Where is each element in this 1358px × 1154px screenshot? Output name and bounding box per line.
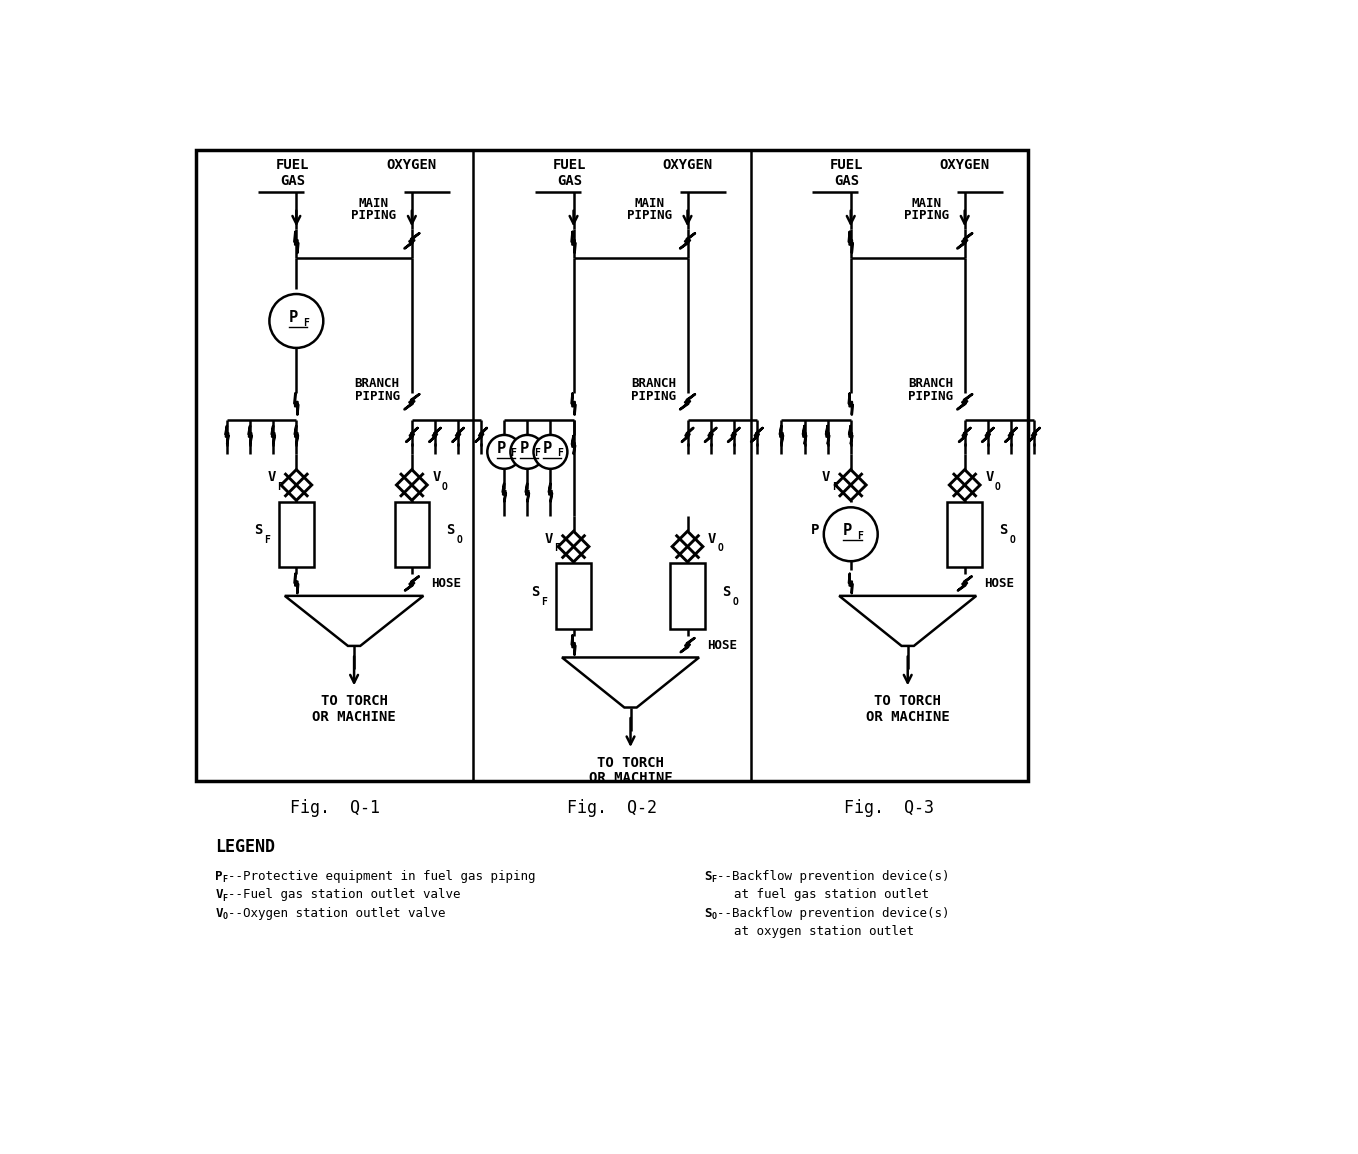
Text: P: P [811, 524, 819, 538]
Text: FUEL: FUEL [830, 158, 864, 172]
Text: S: S [722, 585, 731, 599]
Polygon shape [285, 595, 424, 646]
Text: F: F [223, 876, 227, 884]
Circle shape [511, 435, 545, 469]
Text: P: P [497, 441, 505, 456]
Text: PIPING: PIPING [354, 390, 399, 403]
Text: --Backflow prevention device(s): --Backflow prevention device(s) [717, 907, 949, 920]
Text: S: S [447, 524, 455, 538]
Text: --Fuel gas station outlet valve: --Fuel gas station outlet valve [228, 889, 460, 901]
Circle shape [488, 435, 521, 469]
Text: HOSE: HOSE [706, 638, 737, 652]
Circle shape [824, 508, 877, 561]
Text: Fig.  Q-3: Fig. Q-3 [845, 800, 934, 817]
Text: S: S [999, 524, 1008, 538]
Text: P: P [543, 441, 551, 456]
Text: F: F [534, 449, 539, 458]
Text: F: F [557, 449, 562, 458]
Text: O: O [732, 597, 739, 607]
Polygon shape [839, 595, 976, 646]
Text: O: O [1009, 535, 1016, 546]
Text: F: F [542, 597, 547, 607]
Text: GAS: GAS [280, 174, 306, 188]
Text: O: O [441, 481, 448, 492]
Text: OR MACHINE: OR MACHINE [588, 771, 672, 786]
Text: O: O [717, 544, 724, 553]
Text: at oxygen station outlet: at oxygen station outlet [705, 926, 914, 938]
Circle shape [534, 435, 568, 469]
Text: P: P [216, 870, 223, 883]
Text: V: V [432, 471, 441, 485]
Text: Fig.  Q-1: Fig. Q-1 [289, 800, 380, 817]
Text: Fig.  Q-2: Fig. Q-2 [568, 800, 657, 817]
Text: F: F [822, 535, 827, 546]
Text: P: P [520, 441, 528, 456]
Text: F: F [554, 544, 561, 553]
Bar [395, 502, 429, 567]
Text: TO TORCH: TO TORCH [598, 756, 664, 770]
Circle shape [269, 294, 323, 347]
Text: F: F [303, 317, 308, 328]
Text: LEGEND: LEGEND [216, 838, 276, 856]
Text: OR MACHINE: OR MACHINE [866, 710, 949, 724]
Text: MAIN: MAIN [359, 197, 388, 210]
Text: V: V [985, 471, 994, 485]
Text: --Oxygen station outlet valve: --Oxygen station outlet valve [228, 907, 445, 920]
Text: F: F [277, 481, 282, 492]
Text: OXYGEN: OXYGEN [663, 158, 713, 172]
Text: PIPING: PIPING [350, 209, 395, 222]
Text: F: F [265, 535, 270, 546]
Text: FUEL: FUEL [553, 158, 587, 172]
Text: PIPING: PIPING [904, 209, 949, 222]
Text: V: V [216, 889, 223, 901]
Text: --Backflow prevention device(s): --Backflow prevention device(s) [717, 870, 949, 883]
Text: S: S [254, 524, 262, 538]
Bar [278, 502, 314, 567]
Text: BRANCH: BRANCH [631, 377, 676, 390]
Bar [197, 150, 1028, 781]
Text: PIPING: PIPING [627, 209, 672, 222]
Text: HOSE: HOSE [430, 577, 462, 590]
Bar [557, 563, 591, 629]
Text: S: S [705, 870, 712, 883]
Text: PIPING: PIPING [909, 390, 953, 403]
Bar [948, 502, 982, 567]
Text: V: V [216, 907, 223, 920]
Text: --Protective equipment in fuel gas piping: --Protective equipment in fuel gas pipin… [228, 870, 535, 883]
Text: V: V [708, 532, 716, 546]
Text: MAIN: MAIN [634, 197, 665, 210]
Text: TO TORCH: TO TORCH [320, 695, 387, 709]
Text: O: O [712, 913, 717, 921]
Text: OR MACHINE: OR MACHINE [312, 710, 397, 724]
Text: V: V [268, 471, 276, 485]
Text: O: O [995, 481, 1001, 492]
Text: V: V [822, 471, 830, 485]
Text: O: O [456, 535, 463, 546]
Text: F: F [712, 876, 717, 884]
Text: OXYGEN: OXYGEN [387, 158, 437, 172]
Text: TO TORCH: TO TORCH [875, 695, 941, 709]
Bar [671, 563, 705, 629]
Text: O: O [223, 913, 227, 921]
Text: GAS: GAS [834, 174, 860, 188]
Text: MAIN: MAIN [913, 197, 942, 210]
Text: HOSE: HOSE [985, 577, 1014, 590]
Text: FUEL: FUEL [276, 158, 310, 172]
Text: V: V [545, 532, 553, 546]
Text: PIPING: PIPING [631, 390, 676, 403]
Text: BRANCH: BRANCH [354, 377, 399, 390]
Text: BRANCH: BRANCH [909, 377, 953, 390]
Polygon shape [562, 658, 699, 707]
Text: F: F [223, 894, 227, 902]
Text: at fuel gas station outlet: at fuel gas station outlet [705, 889, 929, 901]
Text: S: S [531, 585, 539, 599]
Text: F: F [511, 449, 516, 458]
Text: P: P [843, 523, 853, 538]
Text: S: S [705, 907, 712, 920]
Text: F: F [857, 531, 862, 541]
Text: P: P [289, 309, 297, 324]
Text: F: F [831, 481, 838, 492]
Text: OXYGEN: OXYGEN [940, 158, 990, 172]
Text: GAS: GAS [557, 174, 583, 188]
